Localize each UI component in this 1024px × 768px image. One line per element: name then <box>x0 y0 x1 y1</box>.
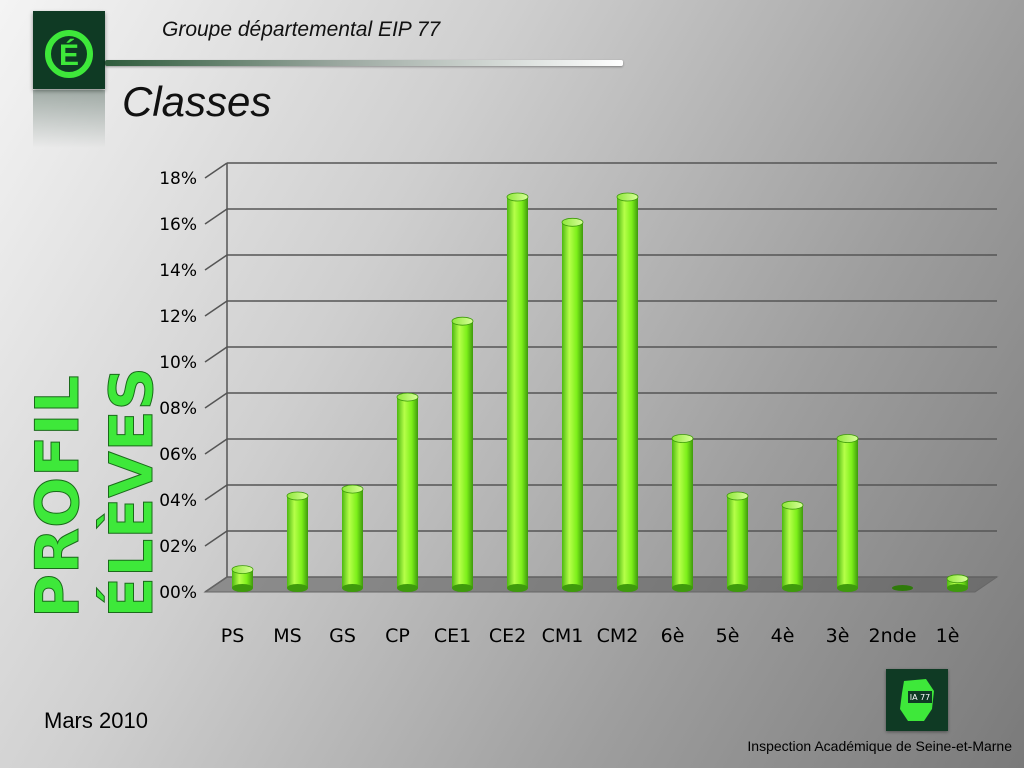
gridline-diag <box>204 346 228 363</box>
ia77-logo-text: IA 77 <box>910 693 931 702</box>
footer-organization: Inspection Académique de Seine-et-Marne <box>747 738 1012 754</box>
x-tick-label: MS <box>273 625 301 647</box>
gridline-diag <box>204 392 228 409</box>
logo-reflection <box>33 90 105 148</box>
y-tick-label: 18% <box>159 169 197 189</box>
y-tick-label: 16% <box>159 215 197 235</box>
y-tick-label: 08% <box>159 399 197 419</box>
x-tick-label: CE2 <box>489 625 526 647</box>
x-tick-label: 4è <box>771 625 795 647</box>
bar-CM2 <box>616 192 639 592</box>
x-tick-label: PS <box>221 625 245 647</box>
x-tick-label: 3è <box>826 625 850 647</box>
x-tick-label: 2nde <box>869 625 917 647</box>
bar-MS <box>286 491 309 592</box>
ia77-logo: IA 77 <box>886 669 948 731</box>
bar-3è <box>836 434 859 592</box>
bar-1è <box>946 574 969 592</box>
academy-logo-letter: É <box>59 38 79 72</box>
x-tick-label: CM2 <box>597 625 639 647</box>
footer-date: Mars 2010 <box>44 708 148 733</box>
y-tick-label: 04% <box>159 491 197 511</box>
gridline-diag <box>204 208 228 225</box>
bar-CP <box>396 392 419 592</box>
bar-6è <box>671 434 694 592</box>
bar-CM1 <box>561 217 584 592</box>
gridline-diag <box>204 530 228 547</box>
x-tick-label: CP <box>385 625 410 647</box>
y-tick-label: 10% <box>159 353 197 373</box>
y-tick-label: 00% <box>159 583 197 603</box>
x-tick-label: CE1 <box>434 625 471 647</box>
gridline-diag <box>204 300 228 317</box>
bar-CE2 <box>506 192 529 592</box>
header-divider <box>105 60 623 66</box>
gridline-diag <box>204 484 228 501</box>
gridline-diag <box>204 438 228 455</box>
bar-4è <box>781 500 804 592</box>
chart-floor <box>203 576 999 593</box>
academy-logo: É <box>33 11 105 89</box>
x-tick-label: 6è <box>661 625 685 647</box>
bar-5è <box>726 491 749 592</box>
x-tick-label: 1è <box>936 625 960 647</box>
y-tick-label: 02% <box>159 537 197 557</box>
y-tick-label: 06% <box>159 445 197 465</box>
bar-GS <box>341 484 364 592</box>
page-title: Classes <box>122 78 272 125</box>
y-tick-label: 12% <box>159 307 197 327</box>
gridline-diag <box>204 162 228 179</box>
x-tick-label: GS <box>329 625 356 647</box>
bar-PS <box>231 565 254 592</box>
bar-CE1 <box>451 316 474 592</box>
x-tick-label: 5è <box>716 625 740 647</box>
y-tick-label: 14% <box>159 261 197 281</box>
x-tick-label: CM1 <box>542 625 584 647</box>
gridline-diag <box>204 254 228 271</box>
bar-2nde <box>892 585 913 591</box>
group-title: Groupe départemental EIP 77 <box>162 18 441 41</box>
